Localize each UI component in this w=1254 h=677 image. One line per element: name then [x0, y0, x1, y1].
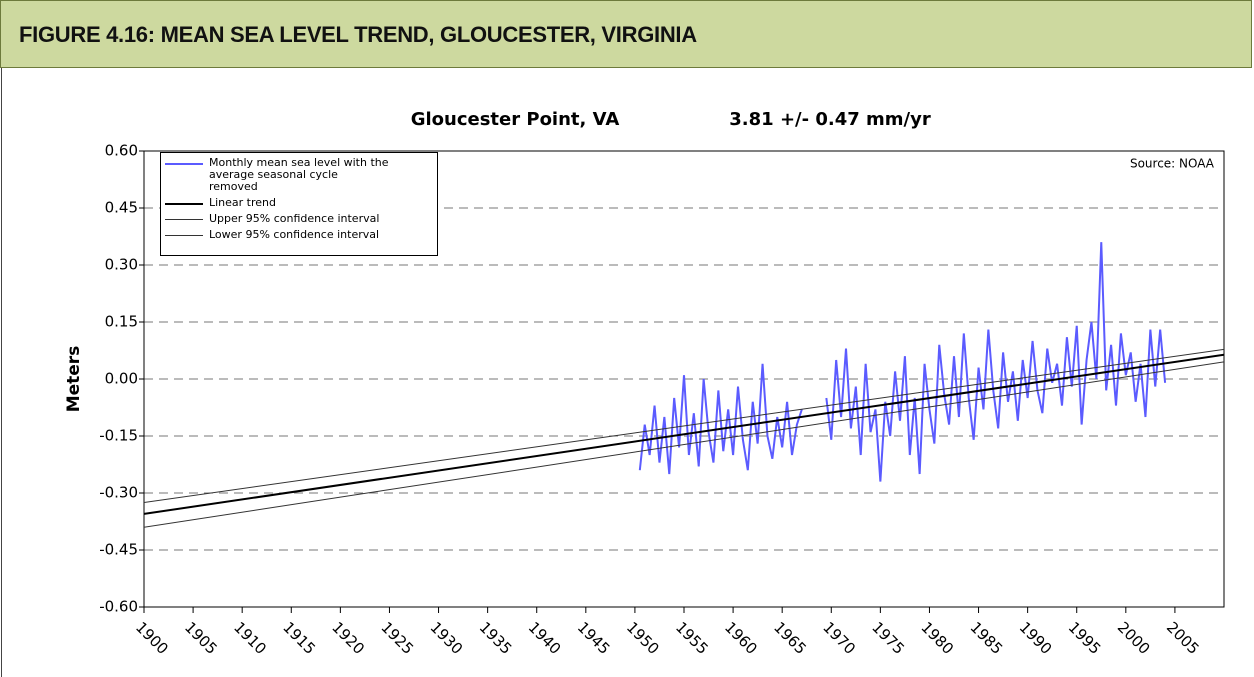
- x-tick-label: 1990: [1016, 618, 1056, 658]
- x-tick-label: 1975: [868, 618, 908, 658]
- x-tick-label: 1955: [672, 618, 712, 658]
- x-tick-label: 2000: [1114, 618, 1154, 658]
- y-tick-label: 0.60: [105, 142, 138, 160]
- x-tick-label: 1935: [476, 618, 516, 658]
- x-tick-label: 1960: [721, 618, 761, 658]
- y-tick-label: 0.45: [105, 199, 138, 217]
- x-tick-label: 1900: [132, 618, 172, 658]
- legend-entry: Upper 95% confidence interval: [165, 213, 433, 225]
- x-tick-label: 2005: [1163, 618, 1203, 658]
- legend-swatch: [165, 235, 203, 236]
- y-tick-label: -0.15: [99, 427, 138, 445]
- x-tick-label: 1910: [230, 618, 270, 658]
- legend-label: Lower 95% confidence interval: [209, 228, 380, 241]
- x-tick-label: 1995: [1065, 618, 1105, 658]
- legend-entry: Lower 95% confidence interval: [165, 229, 433, 241]
- x-tick-label: 1980: [917, 618, 957, 658]
- series-line: [638, 242, 1167, 482]
- x-tick-label: 1945: [574, 618, 614, 658]
- legend: Monthly mean sea level with the average …: [160, 152, 438, 256]
- y-tick-label: -0.30: [99, 484, 138, 502]
- y-tick-label: 0.30: [105, 256, 138, 274]
- series-line: [144, 361, 1224, 528]
- y-tick-label: 0.15: [105, 313, 138, 331]
- legend-swatch: [165, 219, 203, 220]
- y-tick-label: 0.00: [105, 370, 138, 388]
- legend-swatch: [165, 163, 203, 165]
- y-tick-label: -0.60: [99, 598, 138, 616]
- legend-swatch: [165, 203, 203, 205]
- series-line: [144, 353, 1224, 515]
- x-tick-label: 1925: [377, 618, 417, 658]
- x-tick-label: 1915: [279, 618, 319, 658]
- legend-label: Upper 95% confidence interval: [209, 212, 380, 225]
- x-tick-label: 1950: [623, 618, 663, 658]
- y-axis-label: Meters: [64, 346, 84, 413]
- x-tick-label: 1905: [181, 618, 221, 658]
- series-line: [144, 348, 1224, 503]
- legend-label: Linear trend: [209, 196, 276, 209]
- chart-title: Gloucester Point, VA: [411, 109, 620, 130]
- x-tick-label: 1940: [525, 618, 565, 658]
- source-note: Source: NOAA: [1130, 157, 1215, 171]
- legend-entry: Monthly mean sea level with the average …: [165, 157, 433, 193]
- plot-frame: [143, 150, 1225, 608]
- x-tick-label: 1970: [819, 618, 859, 658]
- figure-header: FIGURE 4.16: MEAN SEA LEVEL TREND, GLOUC…: [0, 0, 1252, 68]
- legend-entry: Linear trend: [165, 197, 433, 209]
- legend-label: Monthly mean sea level with the average …: [209, 156, 389, 193]
- y-tick-label: -0.45: [99, 541, 138, 559]
- x-tick-label: 1920: [328, 618, 368, 658]
- x-tick-label: 1965: [770, 618, 810, 658]
- chart-subtitle: 3.81 +/- 0.47 mm/yr: [729, 109, 931, 130]
- x-tick-label: 1930: [427, 618, 467, 658]
- x-tick-label: 1985: [967, 618, 1007, 658]
